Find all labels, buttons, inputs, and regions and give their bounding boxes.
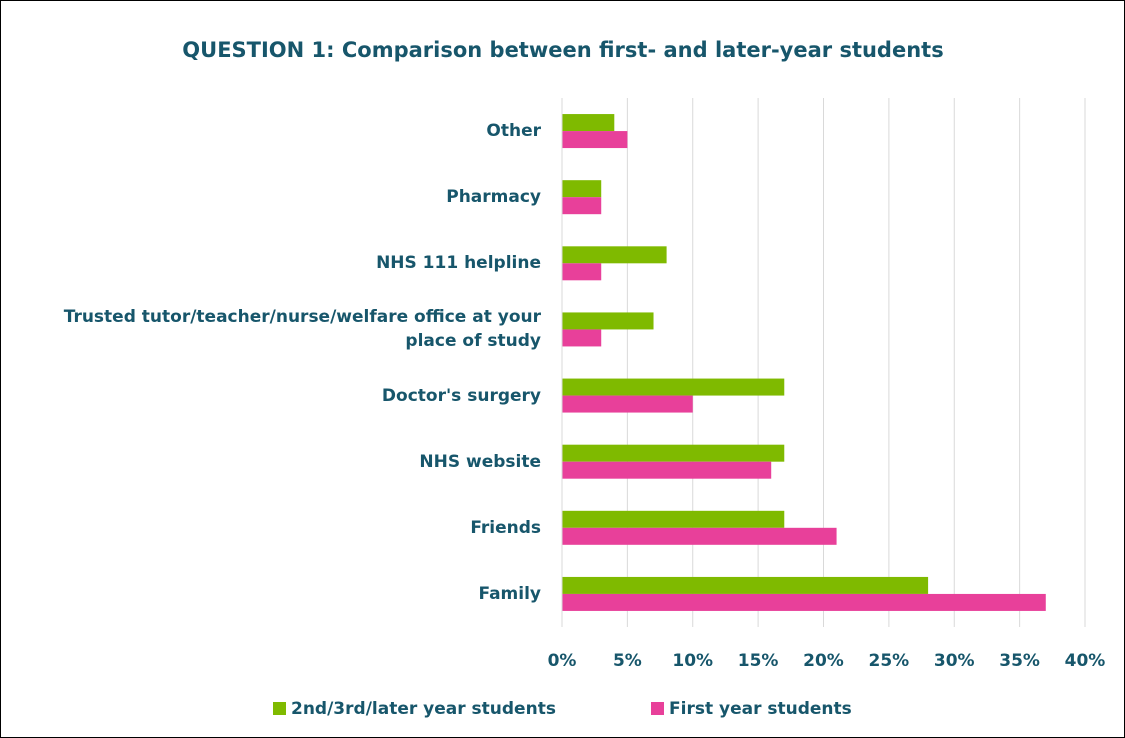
chart-title: QUESTION 1: Comparison between first- an… bbox=[182, 38, 943, 62]
y-tick-label: Other bbox=[486, 121, 541, 142]
y-tick-label: NHS 111 helpline bbox=[376, 253, 541, 274]
legend-swatch bbox=[273, 702, 286, 715]
bar bbox=[562, 312, 654, 330]
bar bbox=[562, 263, 602, 281]
x-tick-label: 15% bbox=[738, 651, 779, 671]
x-tick-label: 20% bbox=[803, 651, 844, 671]
legend-swatch bbox=[651, 702, 664, 715]
bar bbox=[562, 444, 785, 462]
bar bbox=[562, 180, 602, 198]
bar bbox=[562, 593, 1046, 611]
legend-label: 2nd/3rd/later year students bbox=[291, 699, 556, 719]
bar bbox=[562, 246, 667, 264]
x-tick-label: 30% bbox=[934, 651, 975, 671]
y-tick-label: NHS website bbox=[419, 451, 541, 472]
bar bbox=[562, 395, 693, 413]
bar bbox=[562, 527, 837, 545]
bar bbox=[562, 197, 602, 215]
bar bbox=[562, 131, 628, 149]
y-tick-label: Family bbox=[478, 583, 541, 604]
bar bbox=[562, 576, 929, 594]
x-tick-label: 5% bbox=[613, 651, 642, 671]
x-tick-label: 10% bbox=[672, 651, 713, 671]
y-tick-label: Pharmacy bbox=[446, 187, 541, 208]
x-tick-label: 40% bbox=[1065, 651, 1106, 671]
bar bbox=[562, 461, 772, 479]
x-tick-label: 0% bbox=[548, 651, 577, 671]
bar bbox=[562, 378, 785, 396]
y-tick-label: Trusted tutor/teacher/nurse/welfare offi… bbox=[63, 307, 541, 352]
x-tick-label: 35% bbox=[999, 651, 1040, 671]
y-tick-label: Friends bbox=[470, 517, 541, 538]
bar bbox=[562, 329, 602, 347]
bar bbox=[562, 510, 785, 528]
x-tick-label: 25% bbox=[869, 651, 910, 671]
bar bbox=[562, 114, 615, 132]
legend-label: First year students bbox=[669, 699, 852, 719]
y-tick-label: Doctor's surgery bbox=[381, 385, 541, 406]
